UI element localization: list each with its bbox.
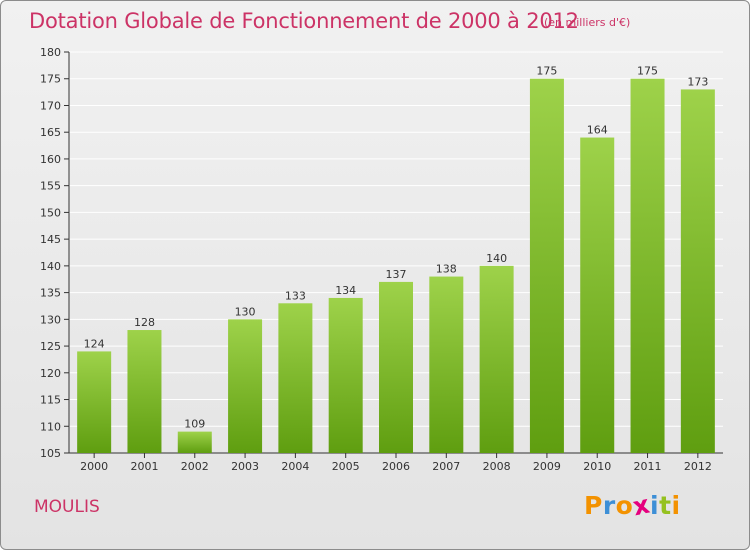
x-tick-label: 2009 — [533, 460, 561, 473]
bar-value-label: 109 — [184, 418, 205, 431]
y-tick-label: 170 — [40, 99, 61, 112]
bar — [77, 351, 112, 453]
bar-value-label: 175 — [536, 65, 557, 78]
logo-letter: o — [615, 491, 634, 520]
bar — [127, 330, 162, 453]
bar-value-label: 133 — [285, 289, 306, 302]
bar-value-label: 140 — [486, 252, 507, 265]
x-tick-label: 2000 — [80, 460, 108, 473]
x-tick-label: 2001 — [130, 460, 158, 473]
y-tick-label: 160 — [40, 153, 61, 166]
logo-letter: P — [584, 491, 603, 520]
logo-letter: i — [650, 491, 660, 520]
commune-name: MOULIS — [34, 497, 100, 517]
y-tick-label: 105 — [40, 447, 61, 460]
x-tick-label: 2002 — [181, 460, 209, 473]
y-tick-label: 140 — [40, 260, 61, 273]
y-tick-label: 180 — [40, 46, 61, 59]
bar — [379, 281, 413, 453]
proxiti-logo: Proxiti — [584, 490, 681, 522]
x-tick-label: 2007 — [432, 460, 460, 473]
logo-letter: i — [671, 491, 681, 520]
y-tick-label: 120 — [40, 367, 61, 380]
y-tick-label: 115 — [40, 394, 61, 407]
x-tick-label: 2004 — [281, 460, 309, 473]
y-tick-label: 110 — [40, 420, 61, 433]
y-tick-label: 175 — [40, 73, 61, 86]
bar-value-label: 138 — [436, 263, 457, 276]
chart-title: Dotation Globale de Fonctionnement de 20… — [29, 9, 579, 33]
bar-value-label: 137 — [386, 268, 407, 281]
x-tick-label: 2010 — [583, 460, 611, 473]
bar — [529, 78, 564, 453]
x-tick-label: 2003 — [231, 460, 259, 473]
bar — [177, 431, 212, 453]
bar — [328, 297, 363, 453]
x-tick-label: 2006 — [382, 460, 410, 473]
bar-value-label: 130 — [235, 305, 256, 318]
bar — [228, 319, 263, 453]
bar-value-label: 164 — [587, 124, 608, 137]
bar-value-label: 128 — [134, 316, 155, 329]
bar-value-label: 175 — [637, 65, 658, 78]
x-tick-label: 2008 — [483, 460, 511, 473]
bar — [429, 276, 464, 453]
y-tick-label: 125 — [40, 340, 61, 353]
bar — [580, 137, 615, 453]
bar — [680, 89, 715, 453]
chart-subtitle: (en milliers d'€) — [544, 16, 631, 29]
bar — [479, 265, 514, 453]
y-tick-label: 155 — [40, 180, 61, 193]
x-tick-label: 2012 — [684, 460, 712, 473]
x-tick-label: 2011 — [634, 460, 662, 473]
y-tick-label: 165 — [40, 126, 61, 139]
y-tick-label: 130 — [40, 313, 61, 326]
bar — [278, 303, 313, 453]
bar — [630, 78, 665, 453]
logo-letter: r — [602, 491, 616, 520]
bar-value-label: 173 — [687, 75, 708, 88]
y-tick-label: 150 — [40, 206, 61, 219]
logo-letter: t — [659, 491, 672, 520]
bar-value-label: 124 — [84, 337, 105, 350]
y-tick-label: 145 — [40, 233, 61, 246]
y-tick-label: 135 — [40, 287, 61, 300]
bar-value-label: 134 — [335, 284, 356, 297]
x-tick-label: 2005 — [332, 460, 360, 473]
